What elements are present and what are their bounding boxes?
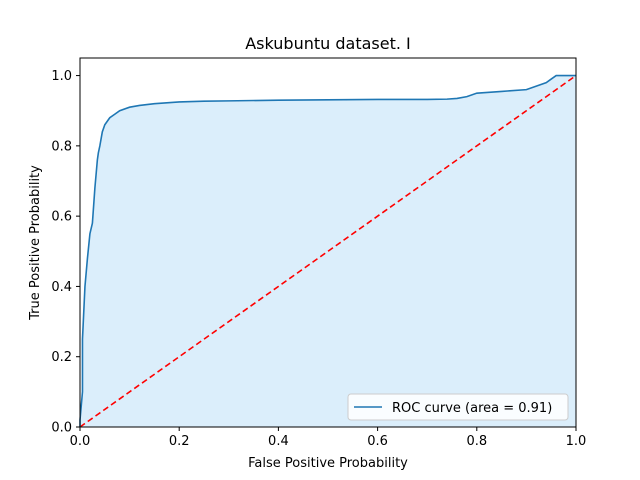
- x-tick-label: 0.0: [70, 434, 91, 449]
- plot-area: [79, 57, 577, 428]
- x-axis-label: False Positive Probability: [248, 456, 408, 471]
- x-tick-label: 0.8: [466, 434, 487, 449]
- x-tick-label: 0.6: [367, 434, 388, 449]
- diagonal-reference-line: [79, 74, 577, 428]
- y-tick-label: 0.0: [51, 421, 72, 436]
- legend-entry-roc: ROC curve (area = 0.91): [392, 401, 552, 416]
- legend: ROC curve (area = 0.91): [347, 393, 569, 421]
- legend-box: [347, 393, 569, 421]
- y-tick-label: 0.4: [51, 280, 72, 295]
- y-tick-label: 0.6: [51, 210, 72, 225]
- y-tick-label: 0.2: [51, 350, 72, 365]
- x-axis-ticks: 0.0 0.2 0.4 0.6 0.8 1.0: [70, 427, 587, 449]
- y-axis-label: True Positive Probability: [28, 165, 43, 321]
- x-tick-label: 0.4: [268, 434, 289, 449]
- y-tick-label: 0.8: [51, 139, 72, 154]
- plot-frame: [79, 57, 577, 428]
- x-tick-label: 0.2: [169, 434, 190, 449]
- roc-curve-line: [79, 74, 576, 427]
- x-tick-label: 1.0: [566, 434, 587, 449]
- y-tick-label: 1.0: [51, 69, 72, 84]
- roc-area-fill: [80, 75, 576, 427]
- chart-title: Askubuntu dataset. I: [245, 34, 411, 53]
- y-axis-ticks: 0.0 0.2 0.4 0.6 0.8 1.0: [51, 69, 80, 436]
